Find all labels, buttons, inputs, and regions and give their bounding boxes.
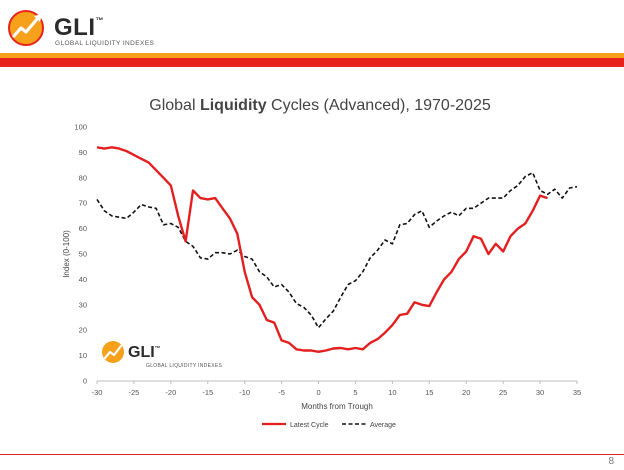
series-layer	[96, 146, 578, 353]
y-axis-ticks: 0 10 20 30 40 50 60 70 80 90 100	[74, 123, 87, 386]
watermark-logo-icon	[102, 341, 124, 363]
y-tick-label: 10	[79, 351, 87, 360]
y-tick-label: 20	[79, 326, 87, 335]
x-tick-label: -25	[129, 388, 140, 397]
watermark-arrow	[103, 344, 123, 360]
y-tick-label: 100	[74, 123, 87, 132]
x-tick-label: 0	[316, 388, 320, 397]
x-tick-label: 20	[462, 388, 470, 397]
page-number: 8	[608, 456, 614, 467]
brand-subtitle: GLOBAL LIQUIDITY INDEXES	[55, 40, 155, 47]
watermark-subtitle: GLOBAL LIQUIDITY INDEXES	[146, 363, 222, 369]
gli-logo-icon	[8, 10, 44, 46]
x-tick-label: 5	[353, 388, 357, 397]
x-tick-label: 35	[573, 388, 581, 397]
y-axis-label: Index (0-100)	[62, 230, 71, 278]
gli-logo: GLI™ GLOBAL LIQUIDITY INDEXES	[6, 8, 206, 48]
brand-name: GLI™	[54, 14, 104, 41]
y-tick-label: 50	[79, 250, 87, 259]
chart-watermark: GLI™ GLOBAL LIQUIDITY INDEXES	[102, 341, 222, 369]
y-tick-label: 0	[83, 377, 87, 386]
x-tick-label: 25	[499, 388, 507, 397]
x-axis-ticks: -30 -25 -20 -15 -10 -5 0 5 10 15 20 25 30 35	[92, 381, 581, 397]
y-tick-label: 30	[79, 300, 87, 309]
series-line-latest-cycle	[96, 146, 548, 353]
x-tick-label: 15	[425, 388, 433, 397]
footer-line	[0, 454, 624, 455]
x-tick-label: 30	[536, 388, 544, 397]
header-band-red	[0, 58, 624, 67]
y-tick-label: 60	[79, 224, 87, 233]
x-tick-label: -30	[92, 388, 103, 397]
chart-title: Global Liquidity Cycles (Advanced), 1970…	[149, 97, 491, 114]
series-line-average	[96, 171, 578, 329]
x-tick-label: -10	[239, 388, 250, 397]
x-tick-label: 10	[388, 388, 396, 397]
x-tick-label: -20	[165, 388, 176, 397]
header-band-orange	[0, 53, 624, 58]
y-tick-label: 90	[79, 148, 87, 157]
chart-legend: Latest Cycle Average	[262, 422, 396, 429]
legend-label-latest-cycle: Latest Cycle	[290, 422, 329, 429]
watermark-name: GLI™	[128, 344, 161, 361]
x-axis-label: Months from Trough	[301, 402, 373, 411]
legend-label-average: Average	[370, 422, 396, 429]
y-tick-label: 40	[79, 275, 87, 284]
x-tick-label: -5	[278, 388, 285, 397]
y-tick-label: 70	[79, 199, 87, 208]
y-tick-label: 80	[79, 173, 87, 182]
x-tick-label: -15	[202, 388, 213, 397]
